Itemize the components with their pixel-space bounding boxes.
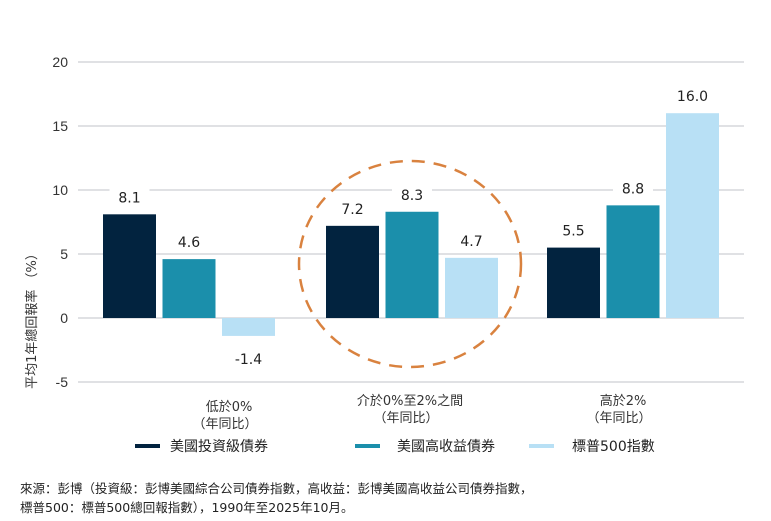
y-tick-label: 20	[52, 54, 68, 70]
bars	[103, 113, 719, 336]
data-label-bg	[332, 198, 373, 219]
source-line-2: 標普500：標普500總回報指數），1990年至2025年10月。	[20, 500, 354, 515]
data-label-bg	[613, 178, 653, 199]
bar	[547, 247, 600, 318]
data-label-bg	[451, 230, 492, 251]
data-label: 7.2	[341, 202, 363, 218]
data-label-bg	[392, 184, 432, 205]
y-tick-label: -5	[56, 374, 69, 390]
bar	[666, 113, 719, 318]
y-tick-label: 0	[60, 310, 68, 326]
bar	[385, 211, 439, 318]
bar	[326, 225, 379, 318]
y-tick-label: 5	[60, 246, 68, 262]
y-tick-label: 15	[52, 118, 68, 134]
bar	[103, 214, 156, 318]
source-note: 來源：彭博（投資級：彭博美國綜合公司債券指數，高收益：彭博美國高收益公司債券指數…	[20, 479, 533, 517]
data-label-bg	[553, 220, 594, 241]
data-label-bg	[672, 86, 713, 107]
category-labels: 低於0% （年同比） 介於0%至2%之間 （年同比） 高於2% （年同比）	[192, 393, 651, 432]
data-label: -1.4	[235, 352, 262, 368]
y-tick-label: 10	[52, 182, 68, 198]
category-label-line1: 介於0%至2%之間	[357, 393, 463, 409]
data-label: 8.1	[118, 190, 140, 206]
data-labels: 8.1 7.2 5.5 4.6 8.3 8.8 -1.4 4.7 16.0	[109, 86, 713, 368]
data-label: 16.0	[677, 89, 708, 105]
bar	[445, 257, 498, 318]
category-label-line1: 低於0%	[206, 399, 253, 415]
category-label-line2: （年同比）	[373, 411, 438, 426]
data-label: 8.8	[622, 181, 644, 197]
bar	[222, 318, 275, 336]
category-label-line1: 高於2%	[600, 393, 647, 409]
data-label: 4.7	[460, 234, 482, 250]
data-label-bg	[169, 232, 209, 253]
source-line-1: 來源：彭博（投資級：彭博美國綜合公司債券指數，高收益：彭博美國高收益公司債券指數…	[20, 481, 533, 496]
y-axis-ticks: 20 15 10 5 0 -5	[52, 54, 68, 390]
data-label: 8.3	[401, 188, 423, 204]
data-label-bg	[109, 187, 150, 208]
category-label-line2: （年同比）	[586, 411, 651, 426]
data-label: 5.5	[562, 224, 584, 240]
legend-label: 美國投資級債券	[170, 439, 268, 455]
legend-label: 標普500指數	[572, 439, 655, 455]
data-label: 4.6	[178, 235, 200, 251]
category-label-line2: （年同比）	[192, 417, 257, 432]
bar	[606, 205, 660, 318]
highlight-dashed-circle	[297, 159, 523, 369]
y-axis-label: 平均1年總回報率 （%）	[24, 247, 40, 389]
legend: 美國投資級債券 美國高收益債券 標普500指數	[135, 438, 655, 455]
bar	[162, 259, 216, 318]
legend-label: 美國高收益債券	[397, 438, 495, 455]
